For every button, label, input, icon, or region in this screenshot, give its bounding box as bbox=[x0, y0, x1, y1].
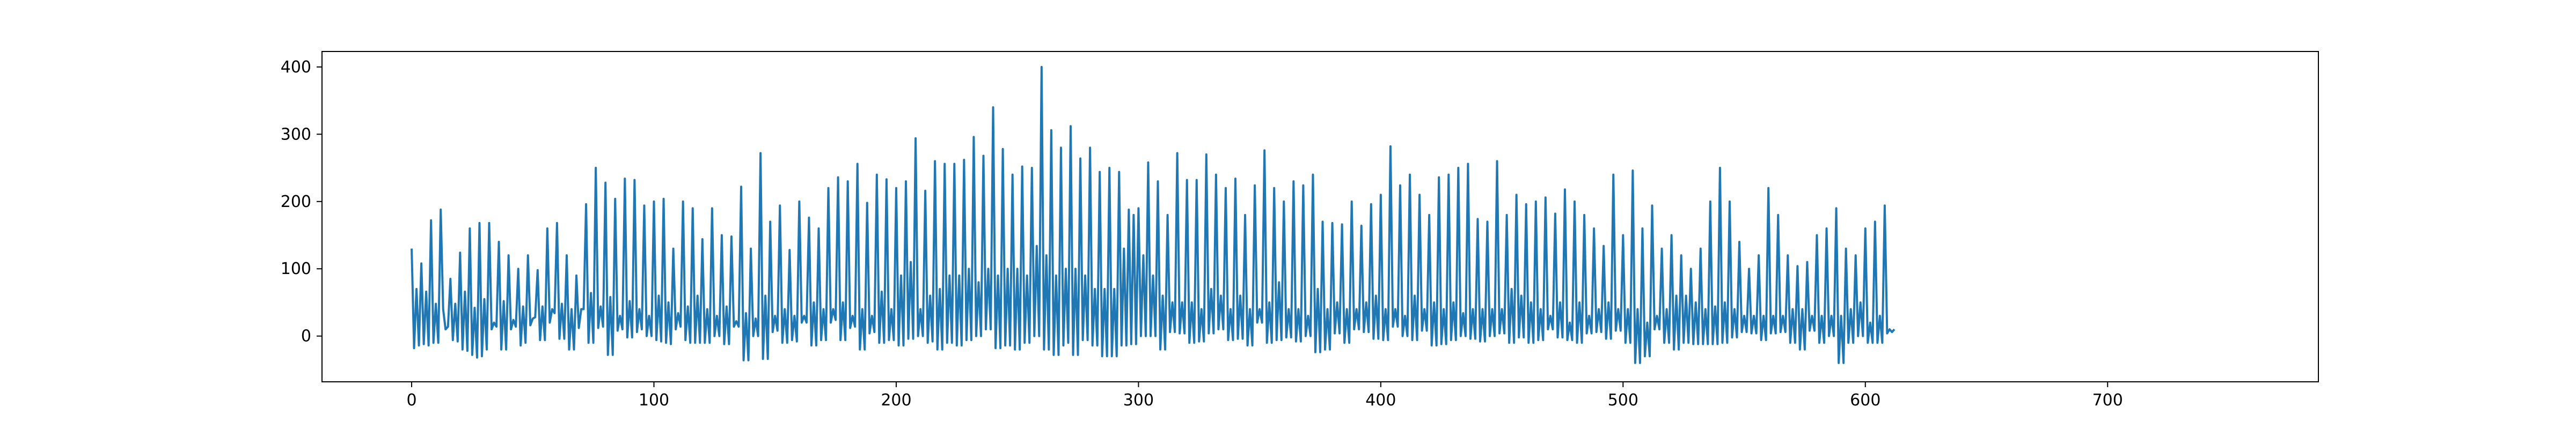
series-line bbox=[411, 65, 1896, 364]
y-tick-label: 0 bbox=[301, 327, 311, 346]
x-tick-label: 0 bbox=[406, 391, 416, 410]
y-tick-label: 400 bbox=[281, 58, 311, 77]
y-tick-label: 100 bbox=[281, 260, 311, 278]
x-axis: 0 100 200 300 400 500 600 700 bbox=[406, 382, 2123, 410]
y-tick-label: 200 bbox=[281, 193, 311, 211]
x-tick-label: 500 bbox=[1608, 391, 1638, 410]
x-tick-label: 100 bbox=[639, 391, 669, 410]
y-axis: 0 100 200 300 400 bbox=[281, 58, 322, 346]
x-tick-label: 300 bbox=[1123, 391, 1154, 410]
plot-area bbox=[411, 65, 1896, 364]
x-tick-label: 400 bbox=[1365, 391, 1396, 410]
plot-frame bbox=[321, 51, 2319, 382]
x-tick-label: 200 bbox=[881, 391, 911, 410]
x-tick-label: 700 bbox=[2092, 391, 2123, 410]
x-tick-label: 600 bbox=[1850, 391, 1880, 410]
y-tick-label: 300 bbox=[281, 125, 311, 144]
